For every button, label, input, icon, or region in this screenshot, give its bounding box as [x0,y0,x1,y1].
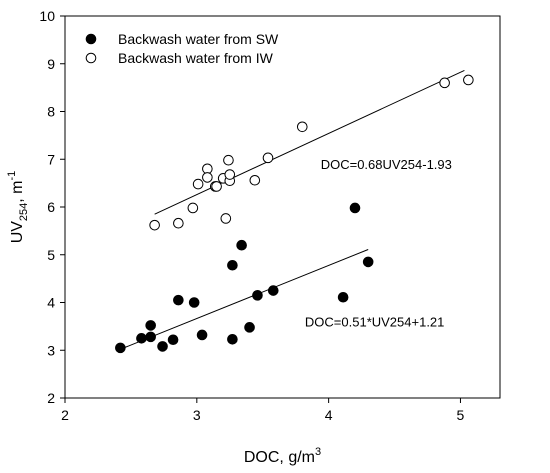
data-points [115,74,474,354]
data-point-iw [223,154,234,166]
y-axis-title: UV254, m-1 [6,171,30,244]
data-point-sw [227,259,238,271]
y-tick-label: 3 [47,342,55,358]
data-point-iw [202,172,213,183]
data-point-iw [187,202,199,214]
trendline-1 [154,69,465,215]
trendline-0 [120,249,369,350]
y-tick-label: 8 [47,104,55,120]
data-point-sw [115,342,126,354]
plot-area: 2 3 4 5 2 3 4 5 6 7 8 9 10 [39,8,501,423]
x-tick-label: 2 [61,407,69,423]
data-point-sw [362,256,374,268]
trendlines [120,69,465,350]
legend-marker-sw [85,33,97,45]
equation-annotation: DOC=0.68UV254-1.93 [321,157,452,172]
data-point-iw [173,217,184,229]
data-point-sw [157,341,168,352]
legend-marker-iw [85,52,97,64]
data-point-iw [224,169,236,180]
data-point-iw [149,219,160,231]
data-point-sw [145,320,156,331]
data-point-sw [227,333,238,345]
y-tick-label: 2 [47,390,55,406]
data-point-sw [196,329,208,341]
data-point-iw [249,174,261,186]
data-point-sw [337,291,349,303]
annotations: DOC=0.68UV254-1.93 DOC=0.51*UV254+1.21 [305,157,452,330]
x-tick-label: 5 [457,407,465,423]
data-point-iw [463,74,474,86]
y-tick-label: 7 [47,151,55,167]
data-point-sw [349,202,361,214]
x-axis-title: DOC, g/m3 [244,446,321,466]
data-point-sw [252,290,263,301]
data-point-sw [173,294,184,306]
legend-label-sw: Backwash water from SW [118,31,279,47]
y-tick-label: 5 [47,247,55,263]
equation-annotation: DOC=0.51*UV254+1.21 [305,315,444,330]
data-point-sw [244,322,255,333]
y-tick-label: 6 [47,199,55,215]
plot-frame [64,15,501,399]
data-point-sw [236,239,247,251]
data-point-sw [188,297,200,308]
y-tick-label: 9 [47,56,55,72]
data-point-sw [167,334,179,346]
x-tick-label: 4 [325,407,333,423]
y-tick-label: 4 [47,295,55,311]
y-tick-label: 10 [39,8,55,24]
data-point-sw [267,285,279,296]
x-tick-label: 3 [193,407,201,423]
data-point-iw [296,121,308,133]
legend-label-iw: Backwash water from IW [118,50,274,66]
legend: Backwash water from SW Backwash water fr… [85,31,279,66]
data-point-iw [211,181,222,192]
data-point-iw [262,152,274,164]
data-point-sw [136,333,147,344]
data-point-sw [145,331,156,343]
data-point-iw [192,178,204,190]
data-point-iw [439,77,450,89]
data-point-iw [220,213,232,224]
